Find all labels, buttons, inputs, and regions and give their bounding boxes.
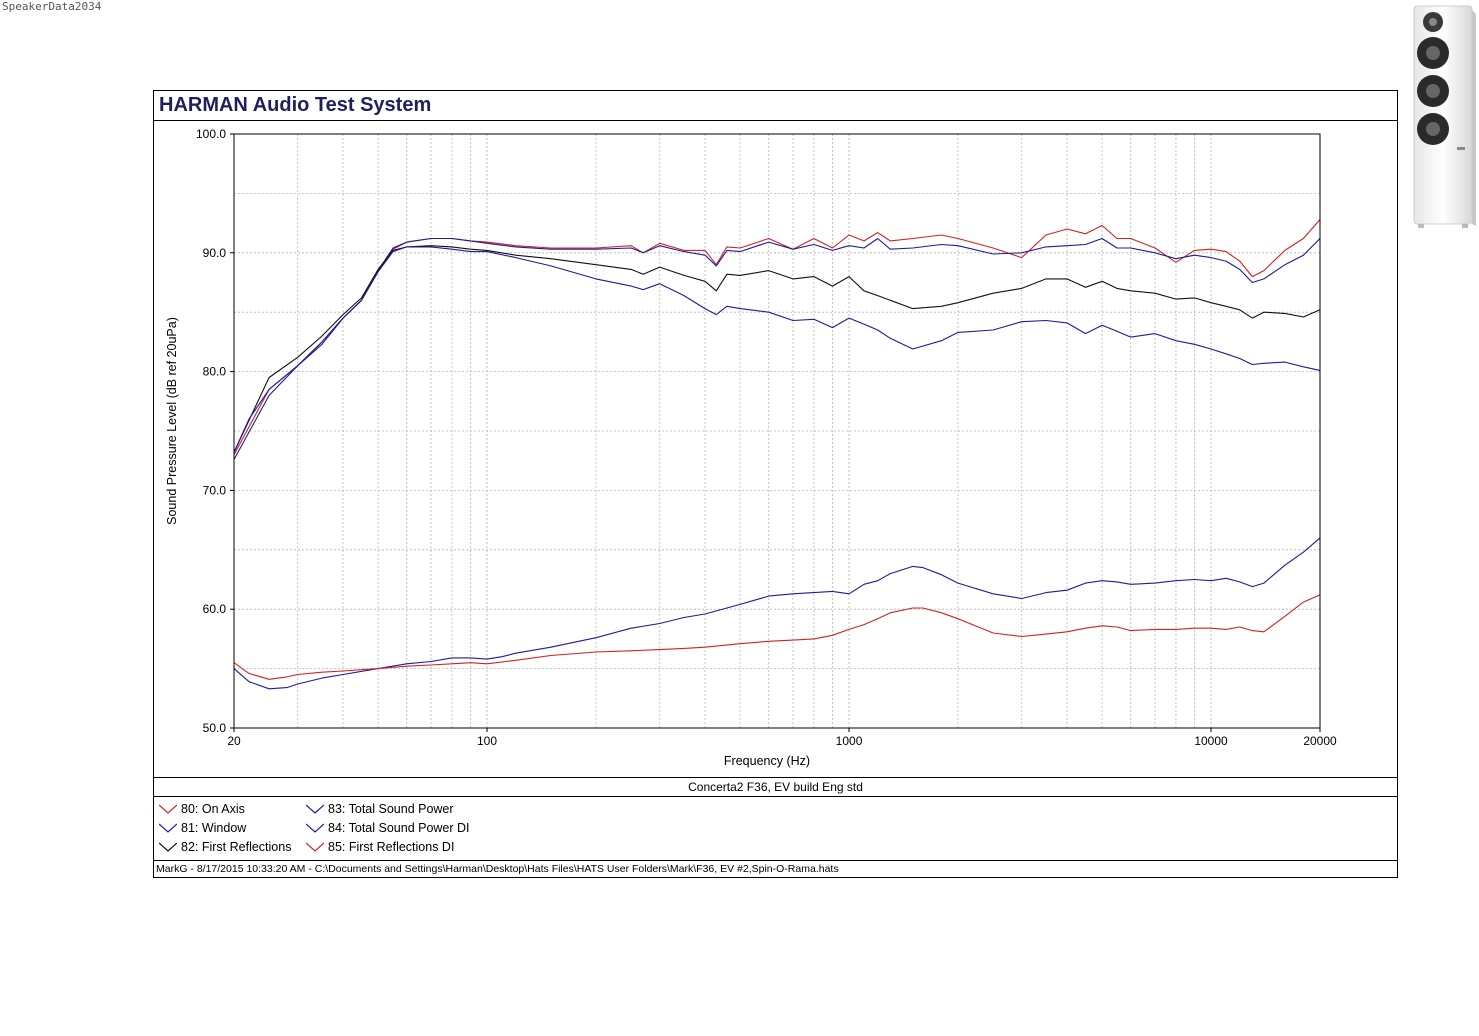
y-tick-label: 90.0 [203, 246, 227, 260]
x-tick-label: 20000 [1303, 734, 1337, 748]
y-tick-label: 50.0 [203, 721, 227, 735]
speaker-product-image [1413, 5, 1476, 228]
legend-label: 85: First Reflections DI [328, 840, 455, 854]
series-line-6 [233, 594, 1321, 680]
plot-area [234, 134, 1320, 728]
title-bar: HARMAN Audio Test System [154, 91, 1397, 121]
legend-swatch-icon [306, 804, 324, 814]
watermark-text: SpeakerData2034 [2, 0, 102, 13]
series-line-3 [233, 245, 1321, 453]
legend-label: 83: Total Sound Power [328, 802, 454, 816]
series-line-5 [233, 537, 1321, 690]
x-axis-label: Frequency (Hz) [724, 754, 810, 768]
legend-swatch-icon [159, 804, 177, 814]
x-tick-label: 10000 [1194, 734, 1228, 748]
y-tick-label: 80.0 [203, 365, 227, 379]
plot-border [233, 133, 1321, 729]
chart-caption: Concerta2 F36, EV build Eng std [154, 777, 1397, 797]
legend-label: 80: On Axis [181, 802, 245, 816]
legend-label: 81: Window [181, 821, 247, 835]
legend-swatch-icon [306, 842, 324, 852]
x-tick-label: 100 [477, 734, 497, 748]
y-tick-label: 70.0 [203, 483, 227, 497]
legend-swatch-icon [159, 842, 177, 852]
y-axis-label: Sound Pressure Level (dB ref 20uPa) [165, 317, 179, 525]
x-tick-label: 20 [227, 734, 241, 748]
legend-swatch-icon [306, 823, 324, 833]
x-tick-label: 1000 [836, 734, 863, 748]
legend-label: 84: Total Sound Power DI [328, 821, 470, 835]
app-title: HARMAN Audio Test System [159, 94, 432, 116]
series-line-4 [233, 246, 1321, 453]
y-tick-label: 60.0 [203, 602, 227, 616]
y-tick-label: 100.0 [196, 127, 226, 141]
chart-frame: HARMAN Audio Test System 50.0 60.0 70.0 80.… [153, 90, 1398, 878]
frequency-response-chart: 50.0 60.0 70.0 80.0 90.0 100.0 20 100 1000 10000 2… [165, 127, 1337, 768]
legend-label: 82: First Reflections [181, 840, 292, 854]
legend: 80: On Axis 81: Window 82: First Reflectio… [154, 797, 1397, 860]
legend-swatch-icon [159, 823, 177, 833]
file-info-footer: MarkG - 8/17/2015 10:33:20 AM - C:\Docum… [154, 860, 1397, 877]
series-line-2 [233, 237, 1321, 460]
